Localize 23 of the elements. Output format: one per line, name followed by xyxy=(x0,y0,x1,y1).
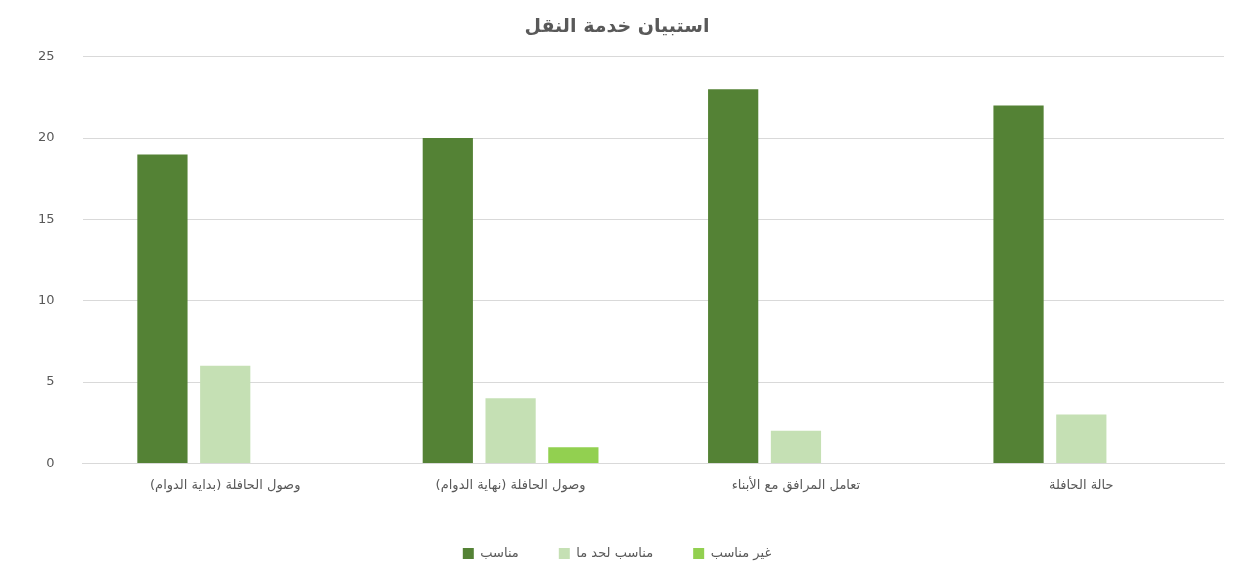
y-tick-label: 10 xyxy=(38,292,55,308)
x-tick-label: حالة الحافلة xyxy=(1049,476,1114,492)
bar xyxy=(485,398,536,463)
bar xyxy=(200,365,251,463)
legend-label: مناسب لحد ما xyxy=(576,544,654,560)
x-tick-label: تعامل المرافق مع الأبناء xyxy=(731,475,861,493)
legend-label: مناسب xyxy=(480,544,519,560)
y-tick-label: 5 xyxy=(46,373,55,389)
y-tick-label: 25 xyxy=(38,48,55,64)
y-tick-label: 20 xyxy=(38,129,55,145)
bar xyxy=(422,138,473,463)
x-tick-label: وصول الحافلة (بداية الدوام) xyxy=(150,476,301,493)
bar xyxy=(1056,414,1107,463)
bar xyxy=(708,89,759,463)
bar xyxy=(137,154,188,463)
chart-title: استبيان خدمة النقل xyxy=(524,14,710,37)
x-tick-label: وصول الحافلة (نهاية الدوام) xyxy=(435,476,586,493)
bar xyxy=(548,447,599,463)
bar xyxy=(770,430,822,463)
y-tick-label: 0 xyxy=(46,454,55,470)
legend-label: غير مناسب xyxy=(710,544,772,561)
y-tick-label: 15 xyxy=(38,210,55,226)
bar xyxy=(993,105,1044,463)
